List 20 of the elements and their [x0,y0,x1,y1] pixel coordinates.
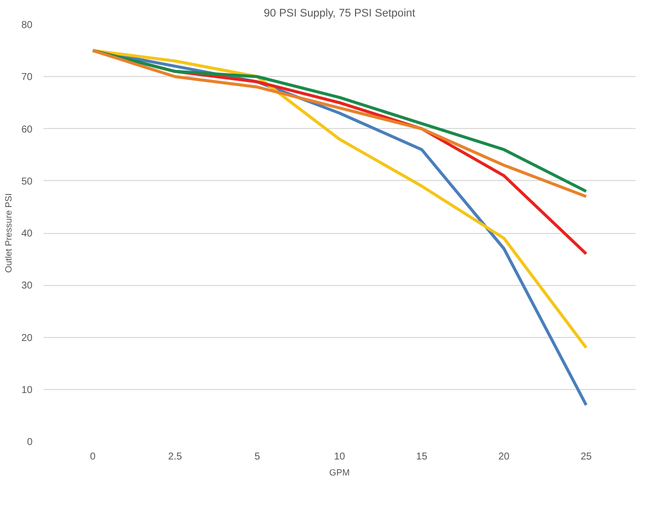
chart-title: 90 PSI Supply, 75 PSI Setpoint [264,8,416,20]
y-tick-label: 30 [21,280,33,292]
y-tick-label: 10 [21,384,33,396]
y-tick-label: 0 [26,437,33,448]
y-tick-label: 20 [21,332,33,344]
y-tick-label: 60 [21,124,33,136]
y-tick-label: 50 [21,176,33,188]
x-tick-label: 25 [580,452,592,462]
y-tick-label: 80 [21,20,33,31]
y-tick-label: 70 [21,72,33,84]
line-series [91,49,588,350]
x-tick-label: 10 [334,452,346,462]
y-axis-title: Outlet Pressure PSI [3,193,14,273]
x-tick-label: 0 [90,452,96,462]
x-tick-label: 2.5 [168,452,182,462]
x-tick-label: 5 [254,452,260,462]
x-axis-title: GPM [329,468,350,478]
y-tick-label: 40 [21,228,33,240]
x-tick-label: 15 [416,452,428,462]
x-tick-label: 20 [498,452,510,462]
